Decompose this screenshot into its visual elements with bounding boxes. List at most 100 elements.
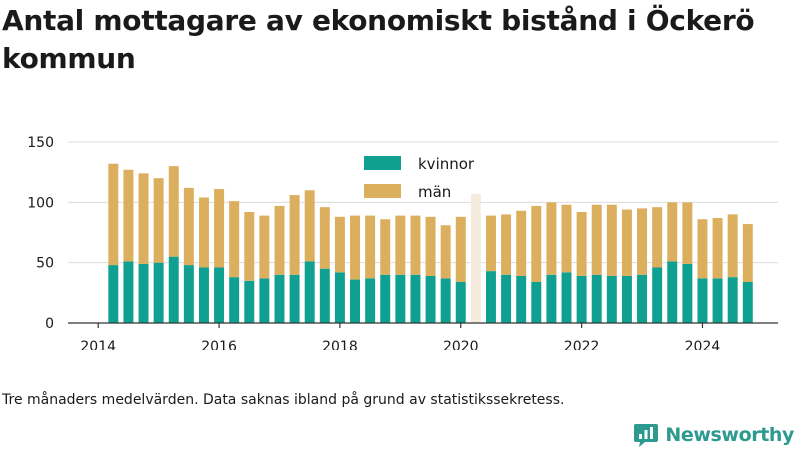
bar-kvinnor [108, 265, 119, 323]
bar-män [304, 190, 315, 262]
bar-män [244, 211, 255, 281]
bar-kvinnor [123, 261, 134, 323]
bar-kvinnor [244, 280, 255, 323]
bar-män [516, 210, 527, 276]
missing-data-markers [470, 193, 481, 323]
bar-män [395, 215, 406, 275]
bar-män [108, 163, 119, 266]
legend-label-kvinnor: kvinnor [418, 155, 475, 173]
bar-män [637, 208, 648, 275]
axes: 0 50 100 150 2014 2016 2018 2020 2022 2024 [27, 135, 778, 350]
bar-män [214, 189, 225, 268]
y-tick-label: 50 [36, 256, 54, 272]
legend-swatch-kvinnor [364, 156, 401, 170]
bar-kvinnor [395, 274, 406, 323]
bar-kvinnor [606, 275, 617, 323]
newsworthy-logo-icon [634, 424, 659, 447]
bar-män [183, 187, 194, 266]
bar-män [229, 201, 240, 278]
bar-män [380, 219, 391, 275]
y-tick-label: 150 [27, 135, 54, 151]
bar-kvinnor [667, 261, 678, 323]
bar-män [289, 195, 300, 275]
bar-kvinnor [198, 267, 209, 323]
bar-kvinnor [697, 278, 708, 323]
x-tick-label: 2024 [685, 339, 721, 350]
legend-swatch-män [364, 184, 401, 198]
bar-kvinnor [274, 274, 285, 323]
bar-kvinnor [153, 262, 164, 323]
bar-kvinnor [183, 265, 194, 323]
bar-män [274, 205, 285, 275]
bar-kvinnor [727, 277, 738, 323]
bar-kvinnor [380, 274, 391, 323]
legend-label-män: män [418, 183, 451, 201]
bar-män [350, 215, 361, 280]
legend: kvinnor män [364, 155, 475, 201]
bar-män [168, 166, 179, 257]
bar-män [365, 215, 376, 279]
bar-kvinnor [304, 261, 315, 323]
bar-kvinnor [334, 272, 345, 323]
bar-män [501, 214, 512, 275]
bar-män [667, 202, 678, 262]
bar-kvinnor [350, 279, 361, 323]
bar-kvinnor [546, 274, 557, 323]
bar-män [319, 207, 330, 269]
bar-män [153, 178, 164, 263]
bar-män [682, 202, 693, 264]
bar-kvinnor [229, 277, 240, 323]
x-tick-label: 2020 [443, 339, 479, 350]
bar-män [652, 207, 663, 268]
bar-kvinnor [319, 268, 330, 323]
bar-kvinnor [289, 274, 300, 323]
bar-män [425, 216, 436, 276]
bar-män [576, 211, 587, 276]
bar-kvinnor [440, 278, 451, 323]
bar-män [455, 216, 466, 282]
bar-kvinnor [591, 274, 602, 323]
missing-data-marker [470, 193, 481, 323]
bar-män [546, 202, 557, 275]
bar-kvinnor [652, 267, 663, 323]
bar-män [123, 169, 134, 262]
bar-kvinnor [485, 271, 496, 323]
bar-män [712, 218, 723, 279]
bar-män [485, 215, 496, 272]
x-tick-label: 2014 [80, 339, 116, 350]
bar-män [561, 204, 572, 273]
chart-caption: Tre månaders medelvärden. Data saknas ib… [2, 392, 565, 408]
bar-kvinnor [501, 274, 512, 323]
y-tick-label: 100 [27, 195, 54, 211]
bar-män [606, 204, 617, 276]
brand-name: Newsworthy [665, 424, 794, 446]
bar-kvinnor [365, 278, 376, 323]
x-tick-label: 2016 [201, 339, 237, 350]
bar-kvinnor [410, 274, 421, 323]
bar-män [410, 215, 421, 275]
bar-kvinnor [712, 278, 723, 323]
x-tick-label: 2022 [564, 339, 600, 350]
bar-kvinnor [561, 272, 572, 323]
bar-kvinnor [742, 281, 753, 323]
bar-kvinnor [259, 278, 270, 323]
bar-kvinnor [455, 281, 466, 323]
bar-män [138, 173, 149, 264]
bar-män [198, 197, 209, 268]
bar-män [697, 219, 708, 279]
bars [108, 163, 753, 323]
bar-män [531, 205, 542, 282]
bar-kvinnor [576, 275, 587, 323]
bar-män [334, 216, 345, 273]
bar-kvinnor [516, 275, 527, 323]
bar-män [742, 224, 753, 282]
bar-män [259, 215, 270, 279]
bar-kvinnor [682, 263, 693, 323]
brand-logo[interactable]: Newsworthy [633, 419, 794, 451]
bar-kvinnor [138, 263, 149, 323]
bar-män [591, 204, 602, 275]
stacked-bar-chart: 0 50 100 150 2014 2016 2018 2020 2022 2024 kvinno… [27, 135, 778, 350]
bar-män [440, 225, 451, 279]
x-tick-label: 2018 [322, 339, 358, 350]
bar-män [727, 214, 738, 278]
